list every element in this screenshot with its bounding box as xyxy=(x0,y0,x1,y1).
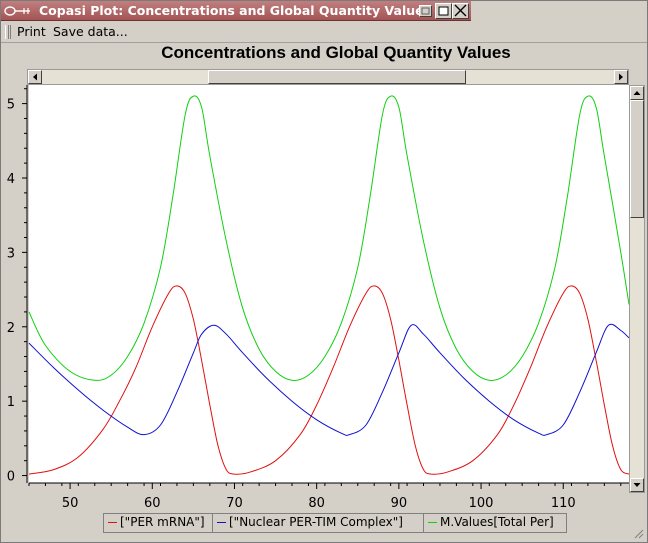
plot-canvas xyxy=(29,85,629,483)
print-button[interactable]: Print xyxy=(17,24,46,39)
legend-label: M.Values[Total Per] xyxy=(440,515,554,529)
arrow-left-icon xyxy=(33,73,37,81)
y-tick-label: 2 xyxy=(7,321,15,336)
resize-grip-icon[interactable] xyxy=(632,527,644,539)
x-tick-label: 60 xyxy=(144,496,161,511)
arrow-right-icon xyxy=(619,73,623,81)
x-tick-label: 110 xyxy=(551,496,576,511)
series-line-total-per xyxy=(28,95,629,381)
x-axis-ticks: 50 60 70 80 90 100 110 xyxy=(28,483,622,511)
legend-swatch-per-mrna xyxy=(108,522,117,523)
shade-icon xyxy=(421,7,430,15)
plot-title: Concentrations and Global Quantity Value… xyxy=(161,43,511,62)
arrow-up-icon xyxy=(633,91,641,95)
y-tick-label: 0 xyxy=(7,470,15,485)
legend-item-nuclear-per-tim[interactable]: ["Nuclear PER-TIM Complex"] xyxy=(213,514,424,532)
horizontal-scrollbar[interactable] xyxy=(27,69,629,85)
y-tick-label: 1 xyxy=(7,395,15,410)
y-tick-label: 3 xyxy=(7,246,15,261)
x-tick-label: 50 xyxy=(62,496,79,511)
y-tick-label: 5 xyxy=(7,98,15,113)
y-axis-ticks: 0 1 2 3 4 5 xyxy=(7,88,27,485)
series-line-per-mrna xyxy=(28,285,629,475)
close-icon xyxy=(454,4,467,17)
legend-swatch-nuclear-per-tim xyxy=(217,522,226,523)
legend-item-total-per[interactable]: M.Values[Total Per] xyxy=(424,514,566,532)
vertical-scroll-thumb[interactable] xyxy=(630,100,644,218)
legend-label: ["PER mRNA"] xyxy=(120,515,205,529)
window-title: Copasi Plot: Concentrations and Global Q… xyxy=(39,3,432,18)
scroll-down-button[interactable] xyxy=(630,478,644,492)
arrow-down-icon xyxy=(633,483,641,487)
app-icon[interactable] xyxy=(4,5,32,17)
save-data-button[interactable]: Save data... xyxy=(53,24,128,39)
legend-item-per-mrna[interactable]: ["PER mRNA"] xyxy=(104,514,213,532)
x-tick-label: 80 xyxy=(308,496,325,511)
scroll-left-button[interactable] xyxy=(28,70,42,84)
title-bar[interactable]: Copasi Plot: Concentrations and Global Q… xyxy=(1,1,647,21)
legend: ["PER mRNA"] ["Nuclear PER-TIM Complex"]… xyxy=(103,513,567,533)
scroll-up-button[interactable] xyxy=(630,86,644,100)
toolbar: Print Save data... xyxy=(1,21,647,43)
horizontal-scroll-thumb[interactable] xyxy=(208,70,466,84)
x-tick-label: 100 xyxy=(469,496,494,511)
series-lines xyxy=(28,95,629,475)
maximize-button[interactable] xyxy=(435,3,452,19)
scroll-right-button[interactable] xyxy=(614,70,628,84)
close-button[interactable] xyxy=(452,3,469,19)
vertical-scrollbar[interactable] xyxy=(629,85,645,493)
plot-area[interactable]: 0 1 2 3 4 5 50 60 70 80 90 100 110 xyxy=(1,85,629,511)
x-tick-label: 90 xyxy=(391,496,408,511)
maximize-icon xyxy=(438,6,449,16)
x-tick-label: 70 xyxy=(226,496,243,511)
title-bar-active[interactable]: Copasi Plot: Concentrations and Global Q… xyxy=(1,1,471,21)
y-tick-label: 4 xyxy=(7,172,15,187)
legend-label: ["Nuclear PER-TIM Complex"] xyxy=(229,515,403,529)
legend-swatch-total-per xyxy=(428,522,437,523)
shade-button[interactable] xyxy=(419,5,432,17)
series-line-nuclear-per-tim xyxy=(28,323,629,436)
toolbar-grip-icon[interactable] xyxy=(5,25,11,39)
